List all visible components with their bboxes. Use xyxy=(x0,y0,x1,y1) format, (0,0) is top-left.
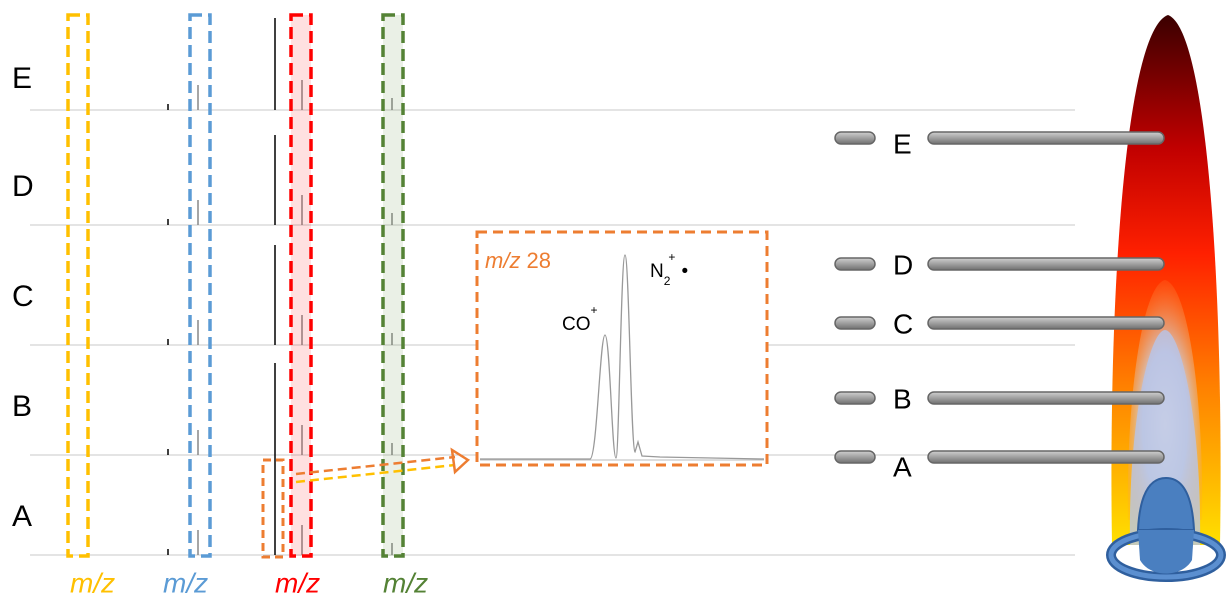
row-label: E xyxy=(12,62,32,95)
row-label: D xyxy=(12,170,34,203)
mz-label: m/z xyxy=(163,567,208,598)
arrow-line xyxy=(296,465,455,482)
row-label: B xyxy=(12,390,32,423)
mz-column xyxy=(190,15,210,556)
peak-n2-sup: + xyxy=(668,250,675,264)
peak-n2-dot: • xyxy=(681,261,688,282)
probe-tube xyxy=(928,258,1164,270)
mz-column xyxy=(291,15,311,556)
row-label: A xyxy=(12,500,32,533)
peak-co-sup: + xyxy=(591,303,598,317)
probe-label: B xyxy=(893,383,912,414)
probe-tube xyxy=(928,132,1164,144)
probe-stub xyxy=(835,392,875,404)
flame xyxy=(1111,15,1221,577)
figure: EDCBAm/zm/zm/zm/z m/z28 CO+ N2+• EDCBA xyxy=(0,0,1226,603)
inset-title-number: 28 xyxy=(526,248,550,273)
probe-tube xyxy=(928,317,1164,329)
probe-label: E xyxy=(893,128,912,159)
probe-stub xyxy=(835,132,875,144)
arrow-head xyxy=(452,450,468,472)
inset-title-mz: m/z xyxy=(485,248,520,273)
inset-frame xyxy=(477,232,767,465)
mz-column xyxy=(68,15,88,556)
arrow-line xyxy=(296,457,455,474)
probe-stub xyxy=(835,317,875,329)
probe-label: D xyxy=(893,249,913,280)
probe-stub xyxy=(835,258,875,270)
mz-column xyxy=(383,15,403,556)
peak-n2-sub: 2 xyxy=(664,274,671,288)
zoom-box xyxy=(263,460,283,557)
row-label: C xyxy=(12,280,34,313)
mz-label: m/z xyxy=(70,567,115,598)
probe-tube xyxy=(928,392,1164,404)
probe-stub xyxy=(835,451,875,463)
burner-body xyxy=(1138,530,1194,574)
probe-tube xyxy=(928,451,1164,463)
mz-label: m/z xyxy=(275,567,320,598)
probe-label: A xyxy=(893,451,912,482)
mz-label: m/z xyxy=(383,567,428,598)
peak-co-base: CO xyxy=(562,314,591,335)
peak-n2-base: N xyxy=(650,261,664,282)
probe-label: C xyxy=(893,308,913,339)
